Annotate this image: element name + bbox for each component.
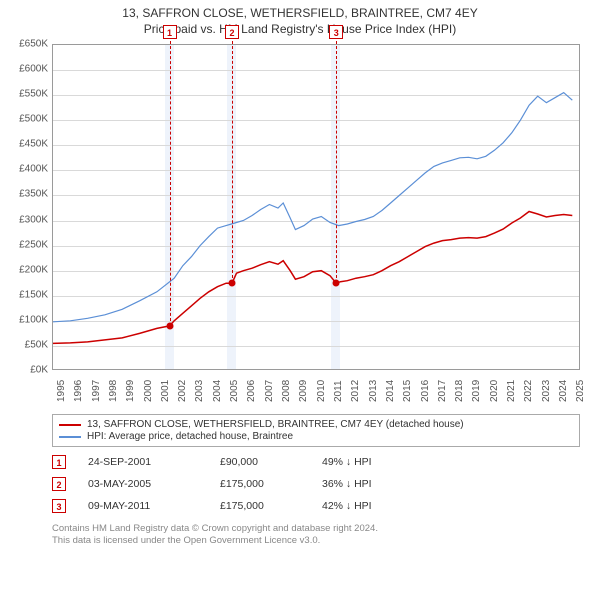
- y-axis-label: £450K: [19, 139, 48, 150]
- sale-dot: [166, 322, 173, 329]
- x-axis-label: 2013: [368, 380, 379, 402]
- x-axis-label: 2007: [264, 380, 275, 402]
- series-lines: [53, 45, 581, 371]
- x-axis-label: 2020: [489, 380, 500, 402]
- chart-container: 13, SAFFRON CLOSE, WETHERSFIELD, BRAINTR…: [0, 0, 600, 552]
- x-axis-label: 2019: [471, 380, 482, 402]
- legend-label: HPI: Average price, detached house, Brai…: [87, 431, 293, 442]
- x-axis-label: 2001: [160, 380, 171, 402]
- x-axis-label: 2004: [212, 380, 223, 402]
- x-axis-label: 2023: [541, 380, 552, 402]
- y-axis-label: £550K: [19, 89, 48, 100]
- y-axis-label: £250K: [19, 239, 48, 250]
- y-axis-label: £200K: [19, 264, 48, 275]
- y-axis-label: £50K: [25, 339, 48, 350]
- sale-marker-box: 2: [225, 25, 239, 39]
- x-axis-label: 2009: [298, 380, 309, 402]
- x-axis-label: 2025: [575, 380, 586, 402]
- legend-item: HPI: Average price, detached house, Brai…: [59, 431, 573, 442]
- plot-area: 123: [52, 44, 580, 370]
- sale-price: £175,000: [220, 500, 300, 512]
- x-axis-label: 2012: [350, 380, 361, 402]
- sale-date: 09-MAY-2011: [88, 500, 198, 512]
- legend-label: 13, SAFFRON CLOSE, WETHERSFIELD, BRAINTR…: [87, 419, 464, 430]
- title-address: 13, SAFFRON CLOSE, WETHERSFIELD, BRAINTR…: [8, 6, 592, 20]
- sale-number-box: 2: [52, 477, 66, 491]
- sale-marker-box: 1: [163, 25, 177, 39]
- legend-swatch: [59, 424, 81, 426]
- chart-area: 123 £0K £50K £100K £150K £200K £250K £300K £350…: [8, 40, 592, 410]
- sale-diff: 42% ↓ HPI: [322, 500, 422, 512]
- title-block: 13, SAFFRON CLOSE, WETHERSFIELD, BRAINTR…: [8, 6, 592, 36]
- sales-block: 1 24-SEP-2001 £90,000 49% ↓ HPI 2 03-MAY-2005…: [8, 455, 592, 513]
- x-axis-label: 2018: [454, 380, 465, 402]
- y-axis-label: £300K: [19, 214, 48, 225]
- sale-diff: 36% ↓ HPI: [322, 478, 422, 490]
- sale-number-box: 3: [52, 499, 66, 513]
- x-axis-label: 2021: [506, 380, 517, 402]
- series-line: [53, 212, 572, 344]
- x-axis-label: 2017: [437, 380, 448, 402]
- x-axis-label: 1999: [125, 380, 136, 402]
- sale-dot: [333, 280, 340, 287]
- x-axis-label: 2006: [246, 380, 257, 402]
- series-line: [53, 93, 572, 322]
- x-axis-label: 1998: [108, 380, 119, 402]
- sale-number-box: 1: [52, 455, 66, 469]
- sale-marker-line: [170, 41, 171, 326]
- sale-price: £175,000: [220, 478, 300, 490]
- y-axis-label: £0K: [30, 365, 48, 376]
- x-axis-label: 2008: [281, 380, 292, 402]
- x-axis-label: 2015: [402, 380, 413, 402]
- sale-dot: [229, 280, 236, 287]
- x-axis-label: 1996: [73, 380, 84, 402]
- y-axis-label: £650K: [19, 39, 48, 50]
- legend-item: 13, SAFFRON CLOSE, WETHERSFIELD, BRAINTR…: [59, 419, 573, 430]
- sale-price: £90,000: [220, 456, 300, 468]
- title-subtitle: Price paid vs. HM Land Registry's House …: [8, 22, 592, 36]
- x-axis-label: 1997: [91, 380, 102, 402]
- sale-date: 24-SEP-2001: [88, 456, 198, 468]
- legend-swatch: [59, 436, 81, 438]
- footnote-line: This data is licensed under the Open Gov…: [52, 535, 580, 547]
- x-axis-label: 2005: [229, 380, 240, 402]
- y-axis-label: £150K: [19, 289, 48, 300]
- x-axis-label: 2024: [558, 380, 569, 402]
- x-axis-label: 2000: [143, 380, 154, 402]
- x-axis-label: 2014: [385, 380, 396, 402]
- y-axis-label: £400K: [19, 164, 48, 175]
- sale-marker-box: 3: [329, 25, 343, 39]
- x-axis-label: 2022: [523, 380, 534, 402]
- y-axis-label: £600K: [19, 64, 48, 75]
- sale-marker-line: [232, 41, 233, 283]
- sale-date: 03-MAY-2005: [88, 478, 198, 490]
- x-axis-label: 2011: [333, 380, 344, 402]
- sale-row: 3 09-MAY-2011 £175,000 42% ↓ HPI: [52, 499, 592, 513]
- sale-row: 2 03-MAY-2005 £175,000 36% ↓ HPI: [52, 477, 592, 491]
- sale-diff: 49% ↓ HPI: [322, 456, 422, 468]
- footnote: Contains HM Land Registry data © Crown c…: [52, 523, 580, 548]
- x-axis-label: 2016: [420, 380, 431, 402]
- legend-box: 13, SAFFRON CLOSE, WETHERSFIELD, BRAINTR…: [52, 414, 580, 447]
- y-axis-label: £350K: [19, 189, 48, 200]
- y-axis-label: £100K: [19, 314, 48, 325]
- x-axis-label: 2002: [177, 380, 188, 402]
- x-axis-label: 2010: [316, 380, 327, 402]
- footnote-line: Contains HM Land Registry data © Crown c…: [52, 523, 580, 535]
- sale-marker-line: [336, 41, 337, 283]
- sale-row: 1 24-SEP-2001 £90,000 49% ↓ HPI: [52, 455, 592, 469]
- y-axis-label: £500K: [19, 114, 48, 125]
- x-axis-label: 1995: [56, 380, 67, 402]
- x-axis-label: 2003: [194, 380, 205, 402]
